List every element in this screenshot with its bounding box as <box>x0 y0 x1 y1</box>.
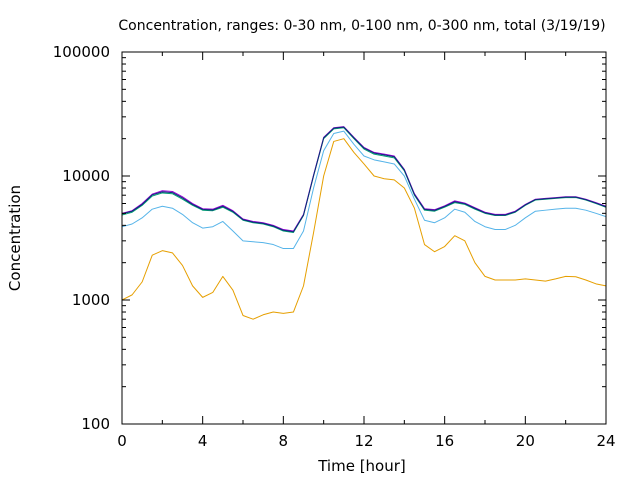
series-line-2 <box>121 130 607 250</box>
x-tick-label: 16 <box>435 432 454 450</box>
x-axis-label: Time [hour] <box>317 457 406 475</box>
y-tick-label: 1000 <box>72 291 110 309</box>
x-tick-label: 20 <box>516 432 535 450</box>
y-tick-label: 10000 <box>62 167 110 185</box>
x-tick-label: 24 <box>596 432 615 450</box>
ticks-layer: 0 4 8 12 16 20 24 100 1000 10000 100000 <box>53 43 616 450</box>
y-axis-label: Concentration <box>6 185 24 291</box>
x-tick-label: 4 <box>198 432 208 450</box>
series-line-3 <box>121 127 607 234</box>
series-line-5 <box>121 126 607 233</box>
y-tick-label: 100000 <box>53 43 110 61</box>
series-layer <box>121 126 607 320</box>
x-tick-label: 12 <box>354 432 373 450</box>
x-tick-label: 8 <box>279 432 289 450</box>
x-tick-label: 0 <box>117 432 127 450</box>
plot-frame <box>121 51 607 425</box>
y-tick-label: 100 <box>81 415 110 433</box>
series-line-1 <box>121 138 607 320</box>
series-line-4 <box>121 126 607 232</box>
chart-title: Concentration, ranges: 0-30 nm, 0-100 nm… <box>118 18 605 34</box>
